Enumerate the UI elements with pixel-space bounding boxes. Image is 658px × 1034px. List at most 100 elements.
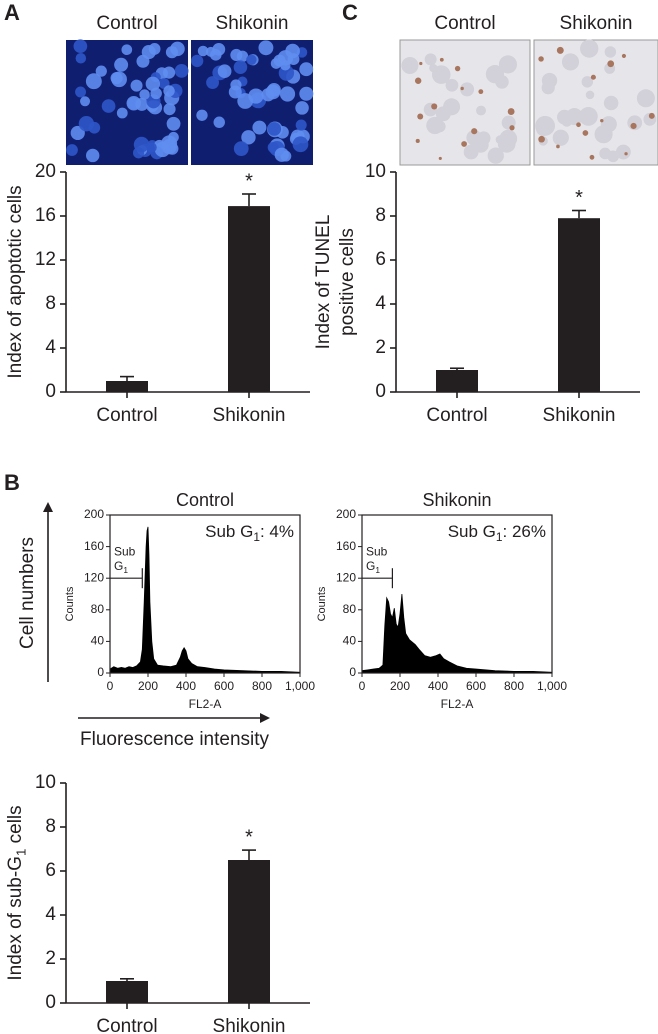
nucleus	[285, 43, 300, 59]
nucleus	[170, 41, 185, 57]
subscript: 1	[375, 565, 380, 575]
y-axis-label: Counts	[64, 586, 76, 621]
cell	[433, 67, 449, 83]
stain	[414, 77, 422, 84]
stain	[415, 138, 420, 143]
cell	[426, 116, 444, 135]
x-tick-label: Shikonin	[543, 405, 616, 426]
stain	[538, 135, 545, 143]
nucleus	[213, 116, 225, 128]
y-tick-label: 8	[45, 293, 56, 314]
nucleus	[75, 86, 87, 98]
cell	[581, 76, 594, 88]
cell	[487, 147, 504, 164]
nucleus	[248, 88, 264, 104]
y-tick-label: 8	[45, 816, 56, 837]
y-tick-label: 6	[375, 249, 386, 270]
x-tick-label: 1,000	[537, 679, 567, 693]
stain	[589, 154, 595, 160]
y-tick-label: 0	[349, 665, 356, 679]
micrograph-bg	[533, 39, 658, 166]
nucleus	[252, 120, 267, 135]
text-part: G	[366, 559, 375, 573]
cell	[541, 81, 555, 95]
nucleus	[130, 79, 143, 92]
image-label: Control	[96, 13, 157, 34]
y-axis-label: Index of TUNEL	[313, 215, 334, 350]
image-label: Shikonin	[560, 13, 633, 34]
nucleus	[166, 116, 181, 131]
stain	[607, 60, 615, 68]
cell	[497, 134, 516, 153]
y-tick-label: 2	[375, 337, 386, 358]
nucleus	[261, 88, 275, 102]
y-axis-label: Counts	[316, 586, 328, 621]
stain	[630, 122, 637, 130]
y-tick-label: 10	[35, 772, 56, 793]
nucleus	[190, 54, 204, 68]
annotation: Sub G1: 4%	[205, 522, 294, 544]
y-tick-label: 200	[336, 507, 356, 521]
nucleus	[246, 54, 257, 65]
micrograph	[190, 40, 314, 165]
arrow-label: Fluorescence intensity	[80, 729, 270, 750]
nucleus	[205, 46, 216, 57]
nucleus	[146, 142, 157, 153]
nucleus	[73, 39, 88, 54]
stain	[461, 141, 467, 147]
cell	[578, 107, 598, 126]
text-part: Sub G	[205, 522, 253, 541]
nucleus	[121, 44, 133, 56]
text-part: Sub G	[448, 522, 496, 541]
nucleus	[270, 58, 282, 69]
x-tick-label: 1,000	[285, 679, 315, 693]
y-axis-label: Index of sub-G1 cells	[5, 805, 28, 980]
cell	[552, 129, 569, 146]
nucleus	[299, 62, 314, 77]
bar	[228, 206, 270, 392]
nucleus	[114, 57, 129, 72]
bar	[106, 381, 148, 392]
cell	[535, 115, 555, 136]
x-axis-label: FL2-A	[441, 697, 474, 711]
nucleus	[233, 60, 248, 74]
stain	[507, 108, 515, 115]
stain	[600, 118, 604, 123]
nucleus	[95, 65, 107, 77]
y-tick-label: 80	[343, 602, 357, 616]
stain	[582, 130, 589, 136]
nucleus	[230, 79, 242, 91]
stain	[438, 156, 442, 160]
y-tick-label: 160	[336, 539, 356, 553]
significance-mark: *	[245, 826, 253, 848]
x-tick-label: 0	[359, 679, 366, 693]
chart-title: Shikonin	[422, 490, 491, 510]
gate-label: Sub	[114, 544, 136, 558]
cell	[636, 89, 655, 108]
nucleus	[174, 63, 189, 78]
y-tick-label: 16	[35, 205, 56, 226]
cell	[604, 46, 617, 58]
nucleus	[148, 43, 161, 55]
plot-frame	[361, 514, 553, 674]
image-label: Shikonin	[216, 13, 289, 34]
micrograph	[66, 39, 189, 165]
stain	[454, 65, 461, 72]
stain	[624, 152, 628, 156]
nucleus	[295, 119, 307, 131]
y-tick-label: 200	[84, 507, 104, 521]
significance-mark: *	[245, 170, 253, 192]
x-tick-label: 600	[214, 679, 234, 693]
x-tick-label: Shikonin	[213, 1016, 286, 1034]
cell	[594, 125, 613, 144]
nucleus	[206, 76, 220, 89]
y-tick-label: 10	[365, 161, 386, 182]
nucleus	[126, 95, 142, 111]
y-tick-label: 4	[45, 337, 56, 358]
nucleus	[292, 136, 309, 153]
nucleus	[139, 89, 150, 100]
nucleus	[116, 107, 128, 119]
nucleus	[196, 109, 208, 121]
cell	[565, 108, 583, 126]
